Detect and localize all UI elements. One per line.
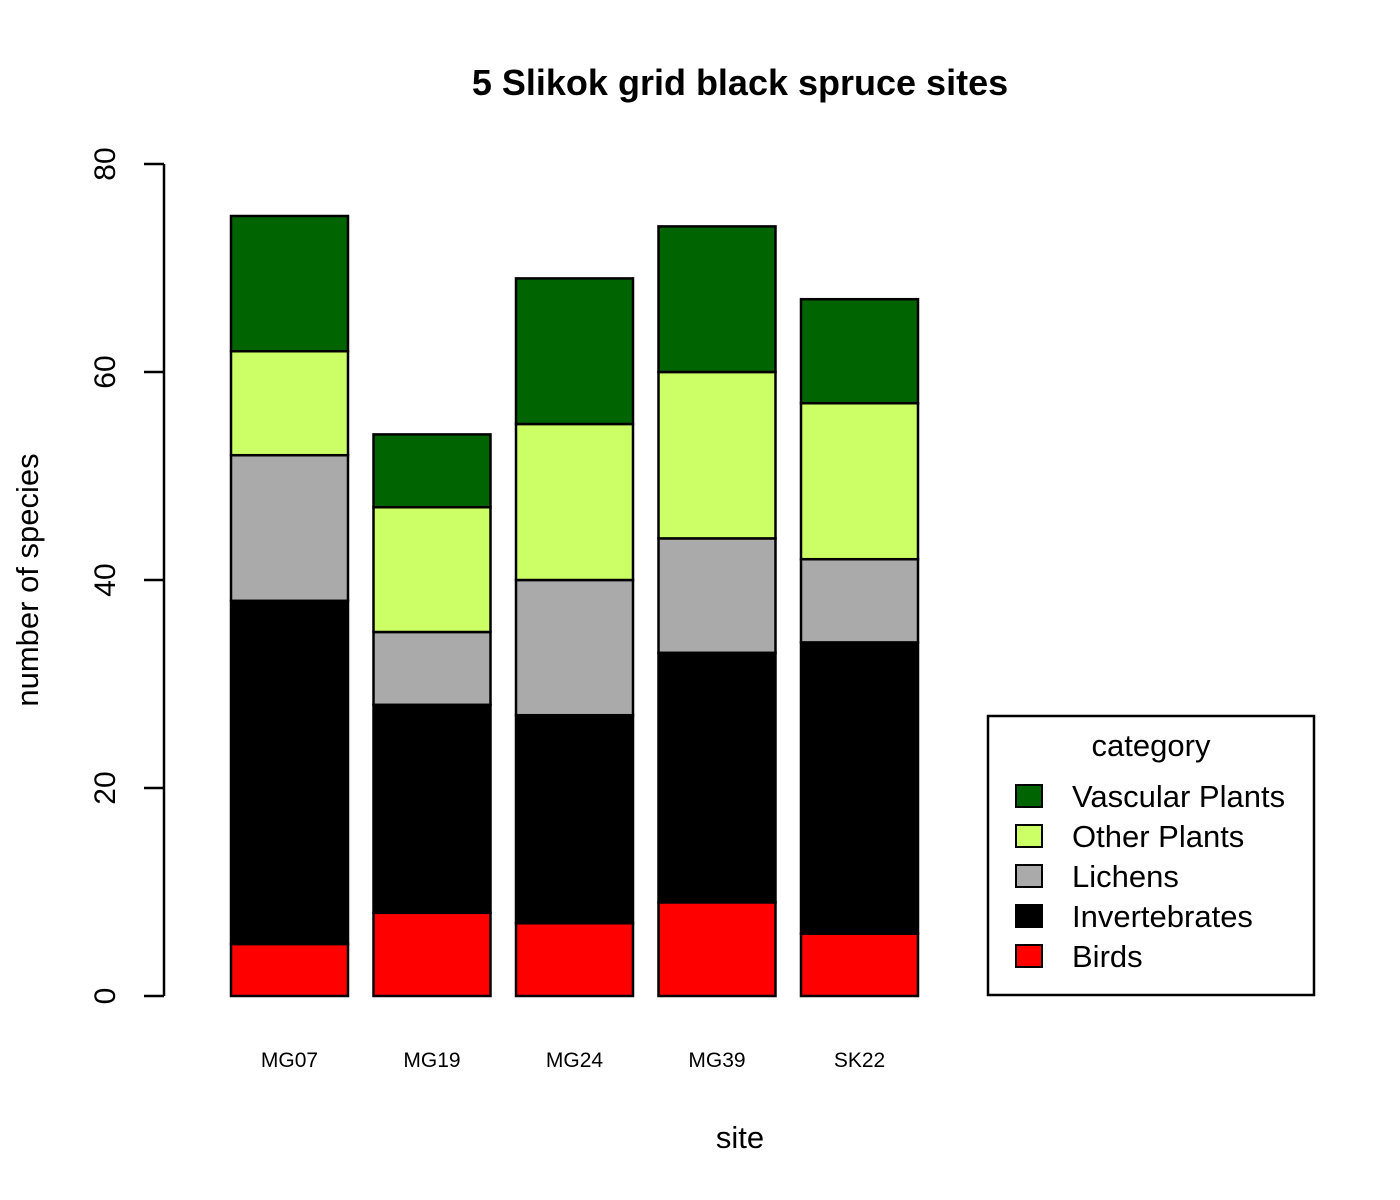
bar-segment-invertebrates-sk22 — [799, 641, 920, 935]
bar-segment-invertebrates-mg07 — [229, 599, 350, 946]
bar-segment-other-plants-sk22 — [799, 401, 920, 561]
bar-segment-invertebrates-mg19 — [372, 703, 492, 915]
bar-segment-other-plants-mg07 — [229, 349, 350, 457]
legend-swatch — [1015, 904, 1043, 928]
bar-segment-other-plants-mg19 — [372, 505, 492, 634]
y-tick-label: 40 — [89, 563, 122, 596]
x-tick-label: MG19 — [403, 1049, 460, 1072]
legend-swatch — [1015, 864, 1043, 888]
y-tick-label: 60 — [89, 355, 122, 388]
legend: category Vascular Plants Other Plants Liche… — [986, 714, 1316, 997]
legend-title: category — [1092, 728, 1211, 763]
legend-label: Vascular Plants — [1072, 779, 1285, 814]
bar-segment-lichens-mg24 — [514, 578, 635, 717]
bar-segment-vascular-plants-mg24 — [514, 277, 635, 426]
bar-segment-vascular-plants-mg19 — [372, 433, 492, 509]
x-axis-tick-labels: MG07 MG19 MG24 MG39 SK22 — [261, 1049, 885, 1072]
y-tick-label: 0 — [89, 988, 122, 1005]
legend-label: Lichens — [1072, 859, 1179, 894]
legend-swatch — [1015, 824, 1043, 848]
bar-segment-other-plants-mg24 — [514, 422, 635, 582]
bar-segment-lichens-mg07 — [229, 453, 350, 603]
x-tick-label: MG07 — [261, 1049, 318, 1072]
legend-label: Invertebrates — [1072, 899, 1253, 934]
bar-segment-birds-mg39 — [657, 901, 777, 998]
bar-segment-birds-mg24 — [514, 921, 635, 998]
chart-title: 5 Slikok grid black spruce sites — [472, 62, 1008, 103]
legend-swatch — [1015, 944, 1043, 968]
y-tick-label: 80 — [89, 147, 122, 180]
bar-segment-lichens-sk22 — [799, 557, 920, 644]
bar-segment-invertebrates-mg24 — [514, 713, 635, 925]
bar-segment-birds-sk22 — [799, 932, 920, 998]
x-tick-label: SK22 — [834, 1049, 885, 1072]
bar-segment-invertebrates-mg39 — [657, 651, 777, 904]
bar-segment-lichens-mg39 — [657, 537, 777, 655]
y-axis-label: number of species — [10, 453, 45, 706]
y-tick-label: 20 — [89, 771, 122, 804]
bar-segment-vascular-plants-sk22 — [799, 297, 920, 405]
bar-segment-vascular-plants-mg07 — [229, 214, 350, 353]
bar-segment-other-plants-mg39 — [657, 370, 777, 540]
y-axis: 0 20 40 60 80 — [89, 147, 166, 1005]
legend-swatch — [1015, 784, 1043, 808]
x-tick-label: MG24 — [546, 1049, 604, 1072]
bar-segment-birds-mg07 — [229, 942, 350, 998]
x-tick-label: MG39 — [688, 1049, 745, 1072]
bar-segment-vascular-plants-mg39 — [657, 225, 777, 374]
legend-label: Birds — [1072, 939, 1143, 974]
legend-label: Other Plants — [1072, 819, 1244, 854]
bar-segment-lichens-mg19 — [372, 630, 492, 707]
bars — [229, 214, 920, 998]
x-axis-label: site — [716, 1120, 764, 1155]
bar-segment-birds-mg19 — [372, 911, 492, 998]
